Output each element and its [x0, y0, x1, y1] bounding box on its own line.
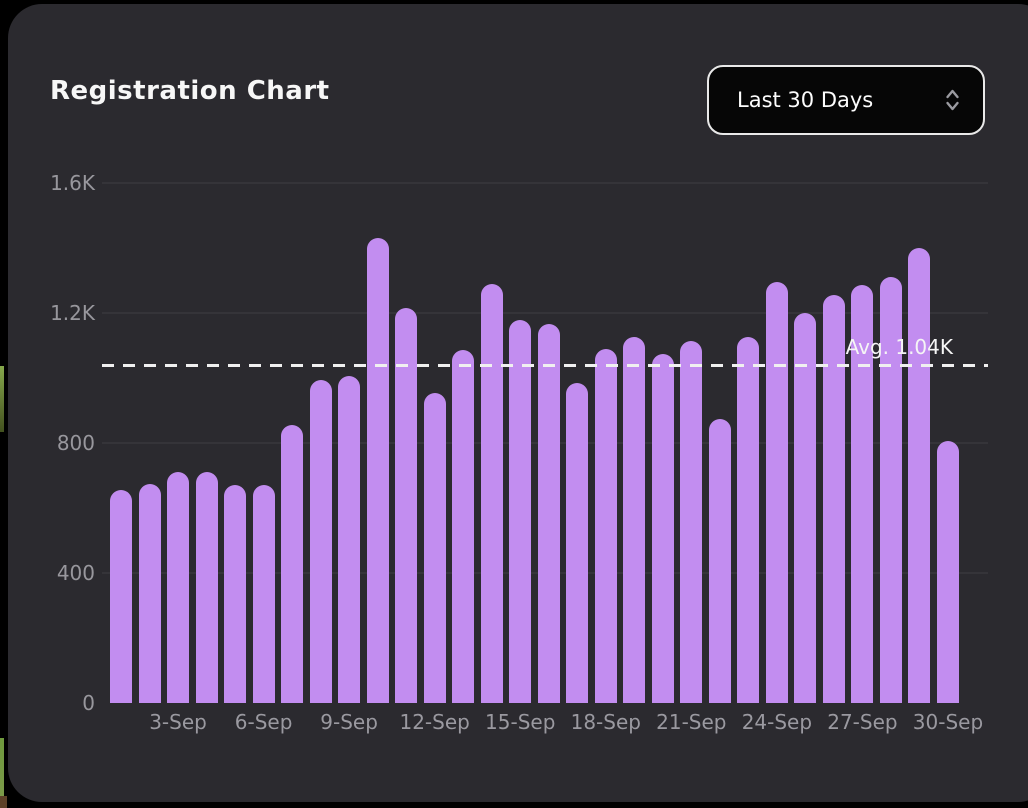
chart-bar-21-Sep[interactable]: [680, 340, 703, 703]
x-tick-label: 24-Sep: [741, 710, 813, 734]
chevron-up-down-icon: [944, 86, 983, 114]
x-tick-label: 27-Sep: [827, 710, 898, 734]
chart-bar-17-Sep[interactable]: [566, 382, 589, 703]
chart-bar-28-Sep[interactable]: [879, 277, 902, 703]
average-line: [102, 364, 988, 367]
desktop-background-sliver: [0, 796, 7, 808]
chart-bar-14-Sep[interactable]: [480, 283, 503, 703]
x-tick-label: 18-Sep: [570, 710, 641, 734]
chart-bar-6-Sep[interactable]: [252, 485, 275, 703]
chart-bar-20-Sep[interactable]: [651, 353, 674, 703]
x-tick-label: 6-Sep: [234, 710, 293, 734]
chart-bar-2-Sep[interactable]: [138, 483, 161, 703]
y-tick-label: 1.2K: [50, 301, 95, 325]
gridline: [102, 312, 988, 314]
x-tick-label: 30-Sep: [912, 710, 984, 734]
chart-bar-26-Sep[interactable]: [822, 295, 845, 703]
page-title: Registration Chart: [50, 76, 330, 106]
chart-bar-1-Sep[interactable]: [110, 490, 132, 703]
x-tick-label: 15-Sep: [485, 710, 556, 734]
chart-bar-12-Sep[interactable]: [423, 392, 446, 703]
gridline: [102, 182, 988, 184]
y-tick-label: 400: [56, 561, 95, 585]
chart-bar-5-Sep[interactable]: [224, 485, 247, 703]
chart-bar-13-Sep[interactable]: [452, 350, 475, 703]
bar-chart-plot: 0 400 800 1.2K 1.6K 3-Sep 6-Sep 9-Sep 12-Sep 15-S…: [8, 4, 1028, 802]
x-tick-label: 9-Sep: [320, 710, 378, 734]
y-tick-label: 1.6K: [50, 171, 95, 195]
chart-bar-11-Sep[interactable]: [395, 308, 418, 703]
chart-bar-15-Sep[interactable]: [509, 319, 532, 703]
y-tick-label: 800: [56, 431, 95, 455]
chart-bar-27-Sep[interactable]: [851, 285, 874, 703]
chart-bar-16-Sep[interactable]: [537, 324, 560, 703]
chart-bar-8-Sep[interactable]: [309, 379, 332, 703]
x-tick-label: 12-Sep: [399, 710, 470, 734]
chart-bar-9-Sep[interactable]: [338, 376, 361, 703]
date-range-dropdown[interactable]: Last 30 Days: [707, 65, 985, 135]
chart-bar-18-Sep[interactable]: [594, 348, 617, 703]
date-range-dropdown-value: Last 30 Days: [737, 88, 874, 112]
y-tick-label: 0: [82, 691, 95, 715]
chart-bar-4-Sep[interactable]: [195, 472, 218, 703]
chart-bar-30-Sep[interactable]: [936, 441, 959, 703]
desktop-background-sliver: [0, 366, 4, 432]
chart-bar-23-Sep[interactable]: [737, 337, 760, 703]
chart-bar-29-Sep[interactable]: [908, 248, 931, 703]
chart-bar-3-Sep[interactable]: [167, 472, 190, 703]
chart-bar-24-Sep[interactable]: [765, 282, 788, 703]
x-tick-label: 21-Sep: [656, 710, 727, 734]
average-line-label: Avg. 1.04K: [845, 335, 953, 359]
chart-bar-25-Sep[interactable]: [794, 313, 817, 703]
chart-bar-19-Sep[interactable]: [623, 337, 646, 703]
chart-bar-22-Sep[interactable]: [708, 418, 731, 703]
chart-bar-7-Sep[interactable]: [281, 425, 304, 703]
desktop-background-sliver: [0, 738, 4, 796]
chart-bar-10-Sep[interactable]: [366, 238, 389, 703]
x-tick-label: 3-Sep: [149, 710, 207, 734]
registration-chart-card: Registration Chart Last 30 Days 0 400 800 1…: [8, 4, 1028, 802]
